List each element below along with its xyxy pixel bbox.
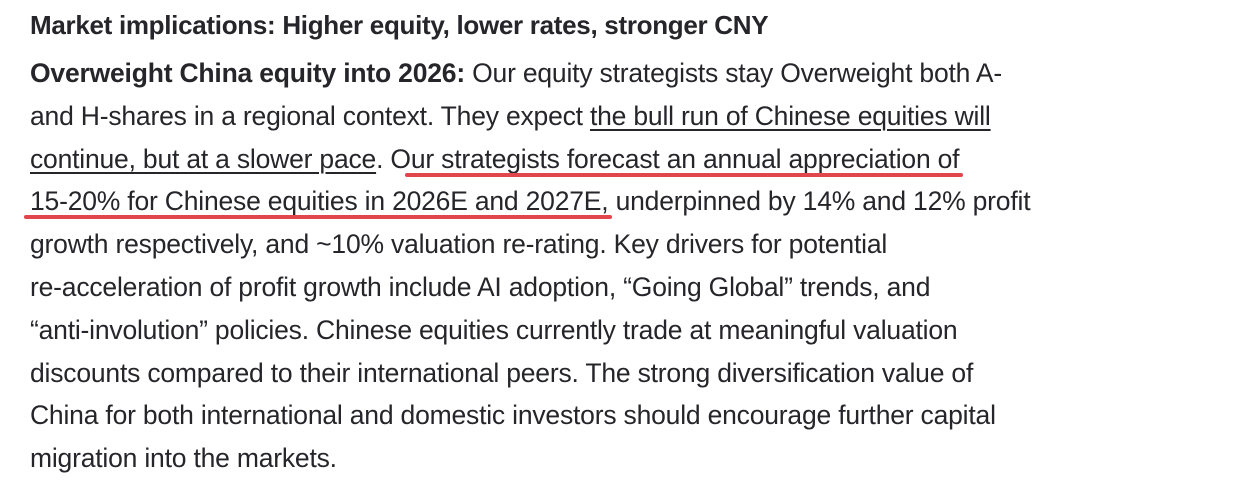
text-segment: China for both international and domesti… bbox=[30, 400, 996, 431]
text-line: discounts compared to their internationa… bbox=[30, 352, 1230, 395]
section-heading: Market implications: Higher equity, lowe… bbox=[30, 10, 769, 40]
text-segment: re-acceleration of profit growth include… bbox=[30, 271, 931, 302]
text-line: China for both international and domesti… bbox=[30, 394, 1230, 437]
inline-link[interactable]: continue, but at a slower pace bbox=[30, 143, 377, 174]
body-paragraph: Overweight China equity into 2026: Our e… bbox=[30, 52, 1230, 480]
text-line: re-acceleration of profit growth include… bbox=[30, 266, 1230, 309]
inline-link[interactable]: the bull run of Chinese equities will bbox=[589, 100, 991, 131]
text-line: and H-shares in a regional context. They… bbox=[30, 95, 1230, 138]
text-segment: . O bbox=[376, 143, 411, 174]
text-segment: and H-shares in a regional context. They… bbox=[30, 100, 590, 131]
text-segment: underpinned by 14% and 12% profit bbox=[608, 186, 1031, 217]
text-line: “anti-involution” policies. Chinese equi… bbox=[30, 309, 1230, 352]
text-segment: Our equity strategists stay Overweight b… bbox=[464, 58, 1002, 88]
text-segment: “anti-involution” policies. Chinese equi… bbox=[30, 314, 958, 345]
text-line: Overweight China equity into 2026: Our e… bbox=[30, 52, 1230, 95]
text-line: 15-20% for Chinese equities in 2026E and… bbox=[30, 180, 1230, 223]
text-line: growth respectively, and ~10% valuation … bbox=[30, 223, 1230, 266]
text-segment: migration into the markets. bbox=[30, 443, 337, 474]
text-segment: growth respectively, and ~10% valuation … bbox=[30, 229, 888, 260]
highlighted-text: 15-20% for Chinese equities in 2026E and… bbox=[30, 186, 609, 217]
lead-in-bold: Overweight China equity into 2026: bbox=[30, 58, 465, 88]
text-segment: discounts compared to their internationa… bbox=[30, 357, 974, 388]
text-line: continue, but at a slower pace. Our stra… bbox=[30, 138, 1230, 181]
highlighted-text: ur strategists forecast an annual apprec… bbox=[410, 143, 960, 174]
text-line: migration into the markets. bbox=[30, 437, 1230, 480]
